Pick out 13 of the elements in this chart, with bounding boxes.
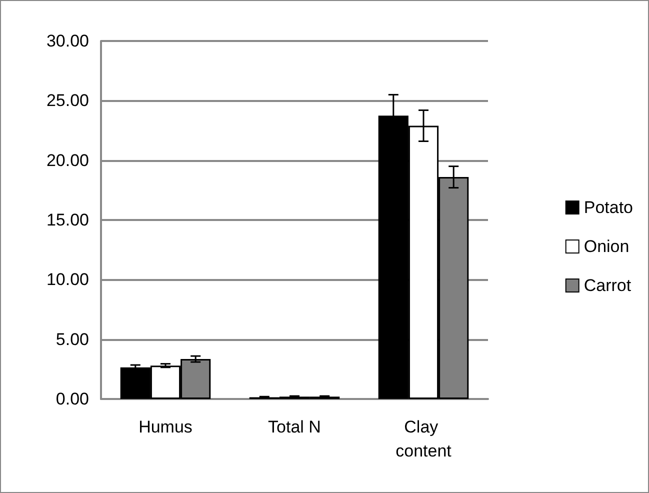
- y-tick-label: 0.00: [56, 390, 89, 408]
- x-tick-label: Clay content: [396, 418, 452, 460]
- y-tick-label: 20.00: [46, 150, 89, 170]
- x-tick-label: Humus: [138, 418, 192, 436]
- y-tick-label: 15.00: [46, 210, 89, 230]
- legend-label: Potato: [584, 198, 634, 217]
- x-tick-label: Total N: [268, 418, 321, 436]
- y-tick-label: 10.00: [46, 270, 89, 290]
- legend-label: Carrot: [584, 276, 632, 295]
- y-tick-label: 25.00: [46, 91, 89, 110]
- y-tick-label: 30.00: [46, 32, 89, 50]
- y-tick-label: 5.00: [56, 330, 89, 349]
- legend-label: Onion: [584, 237, 630, 256]
